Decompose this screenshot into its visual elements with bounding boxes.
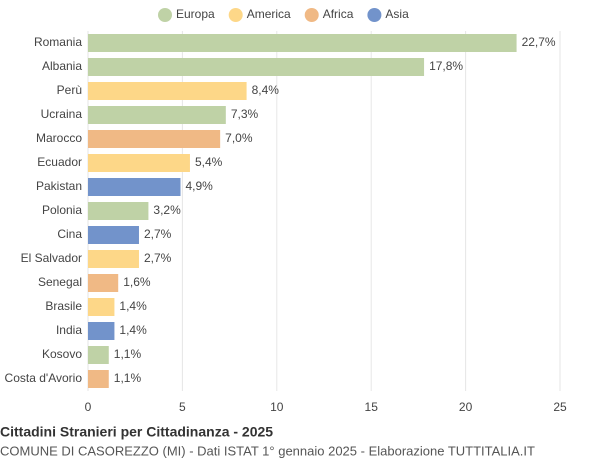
bar — [88, 322, 115, 340]
y-tick-label: Albania — [42, 59, 82, 73]
legend-marker — [158, 8, 172, 22]
value-label: 1,6% — [123, 275, 151, 289]
y-tick-label: Ecuador — [37, 155, 82, 169]
value-label: 17,8% — [429, 59, 463, 73]
value-label: 5,4% — [195, 155, 223, 169]
bar — [88, 370, 109, 388]
x-tick-label: 0 — [85, 400, 92, 414]
chart-title: Cittadini Stranieri per Cittadinanza - 2… — [0, 424, 273, 440]
value-label: 1,4% — [119, 323, 147, 337]
bar — [88, 250, 139, 268]
value-label: 7,0% — [225, 131, 253, 145]
bar — [88, 226, 139, 244]
bar — [88, 178, 181, 196]
value-label: 1,4% — [119, 299, 147, 313]
x-tick-label: 15 — [365, 400, 379, 414]
x-tick-label: 20 — [459, 400, 473, 414]
value-label: 1,1% — [114, 371, 142, 385]
value-label: 4,9% — [186, 179, 214, 193]
y-tick-label: Romania — [34, 35, 82, 49]
bar — [88, 58, 425, 76]
bar — [88, 154, 190, 172]
bar — [88, 202, 149, 220]
legend-marker — [228, 8, 243, 22]
bar — [88, 298, 115, 316]
y-tick-label: Marocco — [36, 131, 82, 145]
bar — [88, 106, 226, 124]
legend-marker — [304, 8, 319, 22]
value-label: 7,3% — [231, 107, 259, 121]
value-label: 1,1% — [114, 347, 142, 361]
legend-label: Europa — [176, 7, 215, 21]
value-label: 3,2% — [153, 203, 181, 217]
y-tick-label: Costa d'Avorio — [5, 371, 83, 385]
y-tick-label: Kosovo — [42, 347, 82, 361]
bar — [88, 274, 119, 292]
bar — [88, 82, 247, 100]
bar — [88, 346, 109, 364]
y-tick-label: Senegal — [38, 275, 82, 289]
legend-label: Asia — [385, 7, 409, 21]
y-tick-label: Pakistan — [36, 179, 82, 193]
y-tick-label: Brasile — [45, 299, 82, 313]
y-tick-label: Ucraina — [41, 107, 83, 121]
bar — [88, 34, 517, 52]
y-tick-label: El Salvador — [21, 251, 82, 265]
value-label: 22,7% — [522, 35, 556, 49]
legend-label: America — [247, 7, 291, 21]
x-tick-label: 25 — [553, 400, 567, 414]
y-tick-label: Cina — [57, 227, 82, 241]
y-tick-label: Perù — [57, 83, 82, 97]
value-label: 2,7% — [144, 227, 172, 241]
y-tick-label: India — [56, 323, 82, 337]
legend-label: Africa — [323, 7, 354, 21]
x-tick-label: 10 — [270, 400, 284, 414]
chart-subtitle: COMUNE DI CASOREZZO (MI) - Dati ISTAT 1°… — [0, 443, 535, 458]
legend-marker — [367, 8, 382, 22]
value-label: 2,7% — [144, 251, 172, 265]
x-tick-label: 5 — [179, 400, 186, 414]
y-tick-label: Polonia — [42, 203, 82, 217]
value-label: 8,4% — [252, 83, 280, 97]
bar — [88, 130, 221, 148]
